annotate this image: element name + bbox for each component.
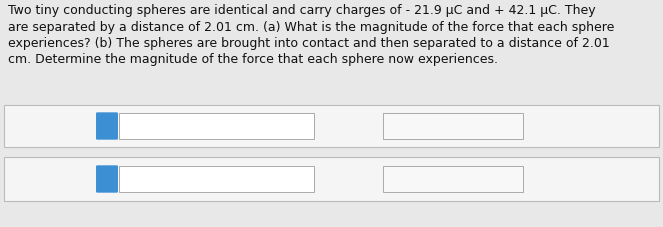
Text: i: i [105,121,109,131]
Text: v: v [510,174,515,184]
Text: (b)   Number: (b) Number [8,173,93,186]
Text: v: v [510,121,515,131]
Text: Units: Units [342,173,376,186]
Text: i: i [105,174,109,184]
Text: (a)   Number: (a) Number [8,120,93,133]
Text: Two tiny conducting spheres are identical and carry charges of - 21.9 μC and + 4: Two tiny conducting spheres are identica… [8,4,615,66]
Text: Units: Units [342,120,376,133]
